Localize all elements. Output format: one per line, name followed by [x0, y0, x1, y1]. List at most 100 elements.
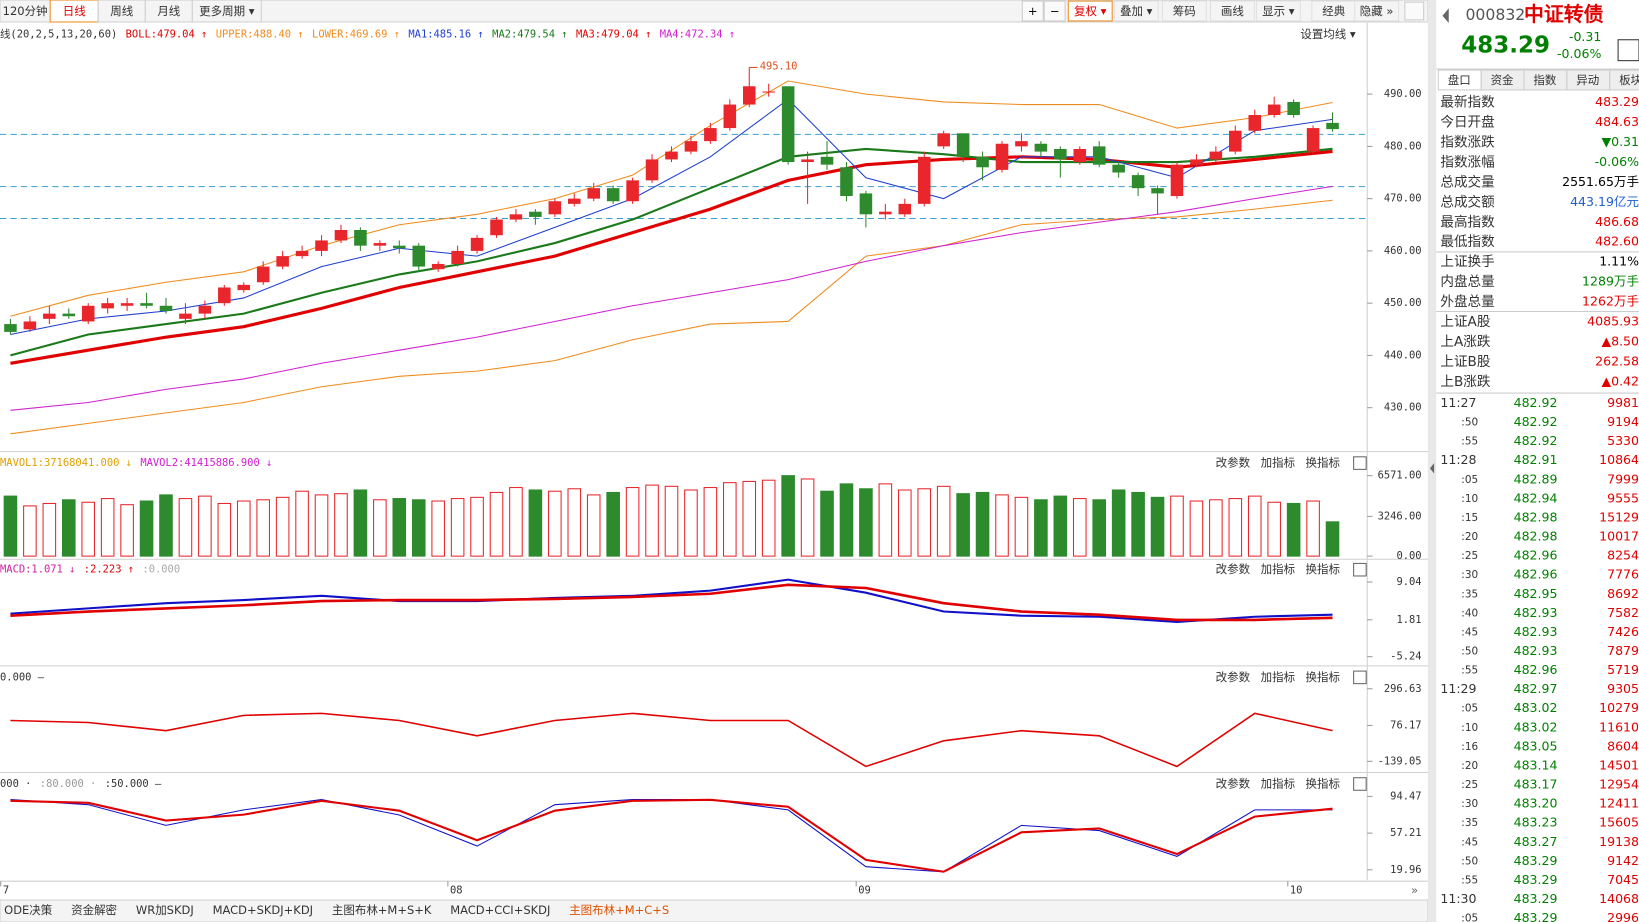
- trade-volume: 7776: [1607, 567, 1639, 582]
- candle-body: [393, 245, 406, 249]
- volume-bar: [139, 500, 154, 557]
- candle-body: [62, 313, 76, 317]
- quote-label: 上证A股: [1440, 314, 1490, 330]
- panel-button[interactable]: 换指标: [1306, 776, 1340, 790]
- candle-body: [645, 159, 659, 181]
- indicator-tab[interactable]: 资金解密: [71, 903, 117, 917]
- trade-price: 482.93: [1514, 605, 1558, 620]
- y-tick-label: 3246.00: [1378, 510, 1422, 522]
- tool-button[interactable]: [1113, 0, 1159, 22]
- volume-bar: [392, 498, 407, 557]
- quote-value: 484.63: [1595, 114, 1639, 129]
- trade-time: :55: [1461, 874, 1478, 886]
- volume-bar: [256, 499, 270, 557]
- trade-price: 482.98: [1514, 509, 1558, 524]
- splitter[interactable]: [1427, 0, 1437, 922]
- quote-tab-label: 盘口: [1448, 73, 1471, 87]
- trade-price: 482.93: [1514, 624, 1558, 639]
- volume-bar: [839, 483, 854, 557]
- candle-body: [1015, 141, 1028, 147]
- panel-close[interactable]: [1353, 562, 1367, 577]
- period-tab[interactable]: [191, 0, 262, 23]
- indicator-tab[interactable]: 主图布林+M+C+S: [569, 903, 669, 917]
- volume-bar: [1072, 498, 1087, 557]
- quote-tab-label: 板块: [1619, 73, 1639, 87]
- quote-value: 483.29: [1595, 94, 1639, 109]
- zoom-out[interactable]: [1043, 0, 1066, 22]
- panel-button[interactable]: 加指标: [1261, 670, 1295, 684]
- tool-button[interactable]: [1209, 0, 1255, 22]
- volume-bar: [470, 496, 484, 557]
- tool-label: 筹码: [1173, 4, 1196, 18]
- trade-price: 483.23: [1514, 815, 1558, 830]
- quote-tab[interactable]: [1609, 69, 1639, 91]
- candle-body: [1112, 164, 1125, 173]
- quote-label: 上证B股: [1440, 354, 1490, 370]
- candle-body: [859, 193, 873, 215]
- trade-price: 483.05: [1514, 738, 1558, 753]
- trade-volume: 7045: [1607, 872, 1639, 887]
- scroll-right[interactable]: »: [1411, 883, 1418, 897]
- legend-item: MA1:485.16 ↑: [408, 29, 483, 41]
- candle-body: [470, 237, 484, 251]
- panel-button[interactable]: 改参数: [1216, 456, 1251, 470]
- panel-button[interactable]: 改参数: [1216, 776, 1251, 790]
- trade-volume: 9981: [1607, 395, 1639, 410]
- trade-volume: 9194: [1607, 414, 1639, 429]
- candle-body: [431, 263, 445, 270]
- tool-button[interactable]: [1255, 0, 1301, 22]
- tool-button[interactable]: [1354, 0, 1400, 22]
- prev-arrow[interactable]: [1442, 8, 1449, 24]
- trade-price: 482.93: [1514, 643, 1558, 658]
- trade-time: 11:28: [1440, 452, 1476, 467]
- trade-price: 483.20: [1514, 796, 1558, 811]
- panel-button[interactable]: 换指标: [1306, 670, 1340, 684]
- candle-body: [1190, 159, 1203, 165]
- quote-pct: -0.06%: [1557, 46, 1601, 61]
- quote-value: ▲0.42: [1601, 373, 1639, 388]
- trade-time: :50: [1461, 646, 1478, 658]
- trade-volume: 5719: [1607, 662, 1639, 677]
- panel-button[interactable]: 改参数: [1216, 670, 1251, 684]
- panel-button[interactable]: 加指标: [1261, 456, 1295, 470]
- volume-bar: [645, 484, 659, 557]
- ma-setting[interactable]: 设置均线 ▾: [1300, 27, 1356, 41]
- volume-bar: [781, 475, 795, 557]
- indicator-line: [10, 98, 1333, 336]
- quote-label: 最新指数: [1440, 94, 1495, 110]
- volume-bar: [586, 494, 601, 557]
- legend-item: MAVOL2:41415886.900 ↓: [140, 457, 272, 469]
- indicator-tab[interactable]: ODE决策: [4, 903, 53, 917]
- quote-value: 1.11%: [1599, 254, 1639, 269]
- candle-body: [1209, 151, 1223, 160]
- panel-button[interactable]: 换指标: [1306, 562, 1340, 576]
- volume-bar: [1286, 502, 1301, 557]
- volume-bar: [217, 502, 232, 557]
- indicator-tab[interactable]: MACD+CCI+SKDJ: [450, 903, 550, 917]
- panel-button[interactable]: 加指标: [1261, 776, 1295, 790]
- y-tick-label: 6571.00: [1378, 470, 1422, 482]
- tool-button[interactable]: [1067, 0, 1113, 22]
- volume-bar: [606, 491, 620, 557]
- tool-button[interactable]: [1161, 0, 1207, 22]
- panel-button[interactable]: 换指标: [1306, 456, 1340, 470]
- indicator-tab[interactable]: 主图布林+M+S+K: [332, 903, 432, 917]
- fullscreen[interactable]: [1404, 1, 1425, 21]
- zoom-in[interactable]: [1021, 0, 1044, 22]
- y-tick-label: 1.81: [1396, 614, 1421, 626]
- indicator-tab[interactable]: MACD+SKDJ+KDJ: [213, 903, 313, 917]
- panel-close[interactable]: [1353, 456, 1367, 470]
- panel-close[interactable]: [1353, 777, 1367, 791]
- trade-time: :20: [1461, 531, 1478, 543]
- candle-body: [237, 284, 251, 291]
- panel-button[interactable]: 加指标: [1261, 562, 1295, 576]
- tool-label: 显示 ▾: [1262, 4, 1295, 18]
- panel-button[interactable]: 改参数: [1216, 562, 1251, 576]
- trade-volume: 8604: [1607, 738, 1639, 753]
- splitter-arrow: [1429, 463, 1435, 474]
- volume-bar: [120, 504, 134, 557]
- panel-close[interactable]: [1353, 670, 1367, 685]
- legend-item: :2.223 ↑: [84, 564, 134, 576]
- indicator-tab[interactable]: WR加SKDJ: [136, 903, 194, 917]
- candle-body: [1267, 104, 1281, 116]
